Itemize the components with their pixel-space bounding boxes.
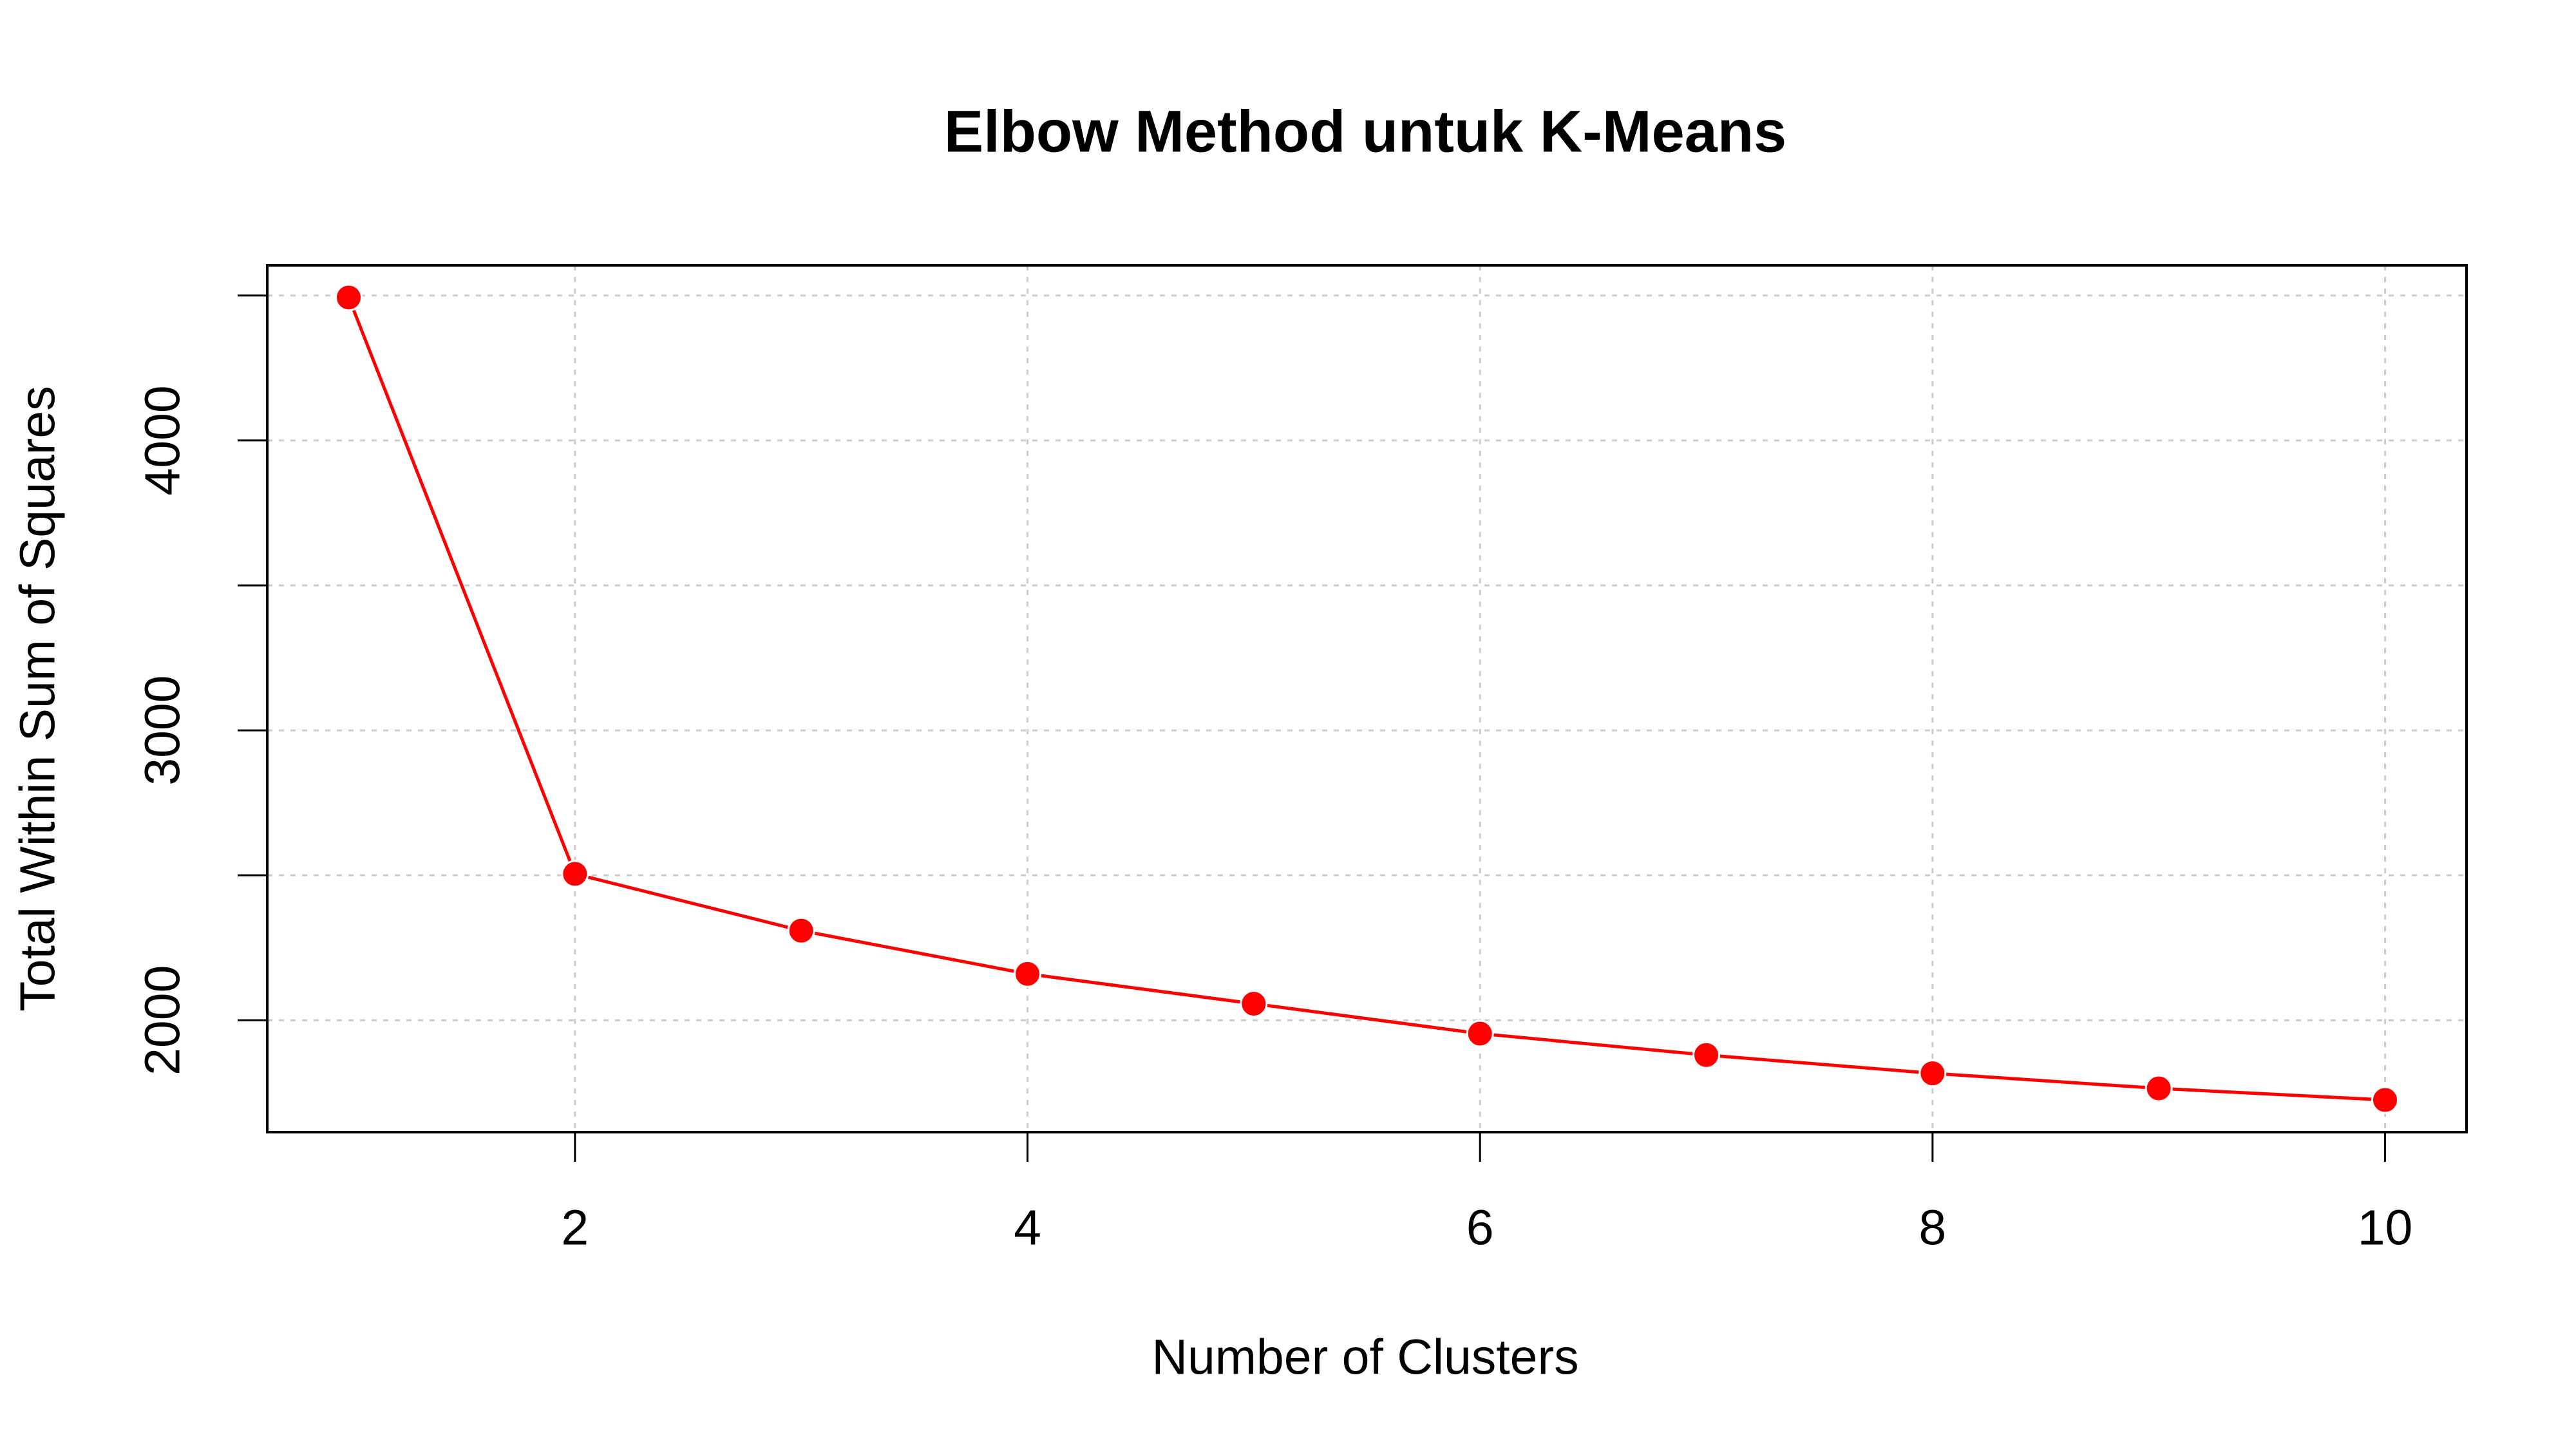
data-point [1692, 1041, 1721, 1069]
y-axis-label: Total Within Sum of Squares [10, 386, 65, 1012]
x-tick-label: 8 [1918, 1200, 1946, 1255]
y-tick-label: 2000 [135, 965, 190, 1075]
x-axis-label: Number of Clusters [1151, 1329, 1578, 1385]
data-point [1918, 1059, 1947, 1088]
series-line [347, 297, 2385, 1102]
chart-title: Elbow Method untuk K-Means [944, 99, 1786, 164]
data-point [1466, 1019, 1494, 1048]
data-point [2145, 1074, 2173, 1103]
data-point [561, 860, 589, 888]
data-point [334, 283, 363, 312]
data-point [2371, 1086, 2400, 1114]
plot-frame [266, 264, 2468, 1133]
data-point [787, 916, 815, 945]
y-tick-label: 4000 [135, 385, 190, 495]
data-point [1240, 990, 1268, 1018]
x-tick-label: 2 [561, 1200, 589, 1255]
y-tick-label: 3000 [135, 675, 190, 785]
data-point [1013, 960, 1041, 988]
x-tick-label: 6 [1466, 1200, 1494, 1255]
x-tick-label: 4 [1014, 1200, 1041, 1255]
x-tick-label: 10 [2358, 1200, 2413, 1255]
